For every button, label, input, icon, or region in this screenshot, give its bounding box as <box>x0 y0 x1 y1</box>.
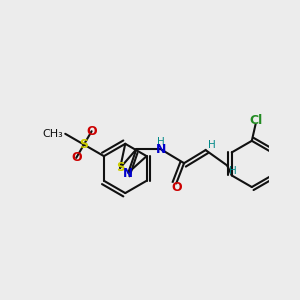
Text: Cl: Cl <box>249 113 262 127</box>
Text: S: S <box>80 138 88 151</box>
Text: N: N <box>123 167 133 180</box>
Text: CH₃: CH₃ <box>42 129 63 139</box>
Text: N: N <box>156 143 166 156</box>
Text: H: H <box>157 137 165 147</box>
Text: O: O <box>71 152 82 164</box>
Text: O: O <box>171 181 182 194</box>
Text: H: H <box>230 166 237 176</box>
Text: H: H <box>208 140 216 150</box>
Text: O: O <box>86 125 97 138</box>
Text: S: S <box>116 161 124 174</box>
